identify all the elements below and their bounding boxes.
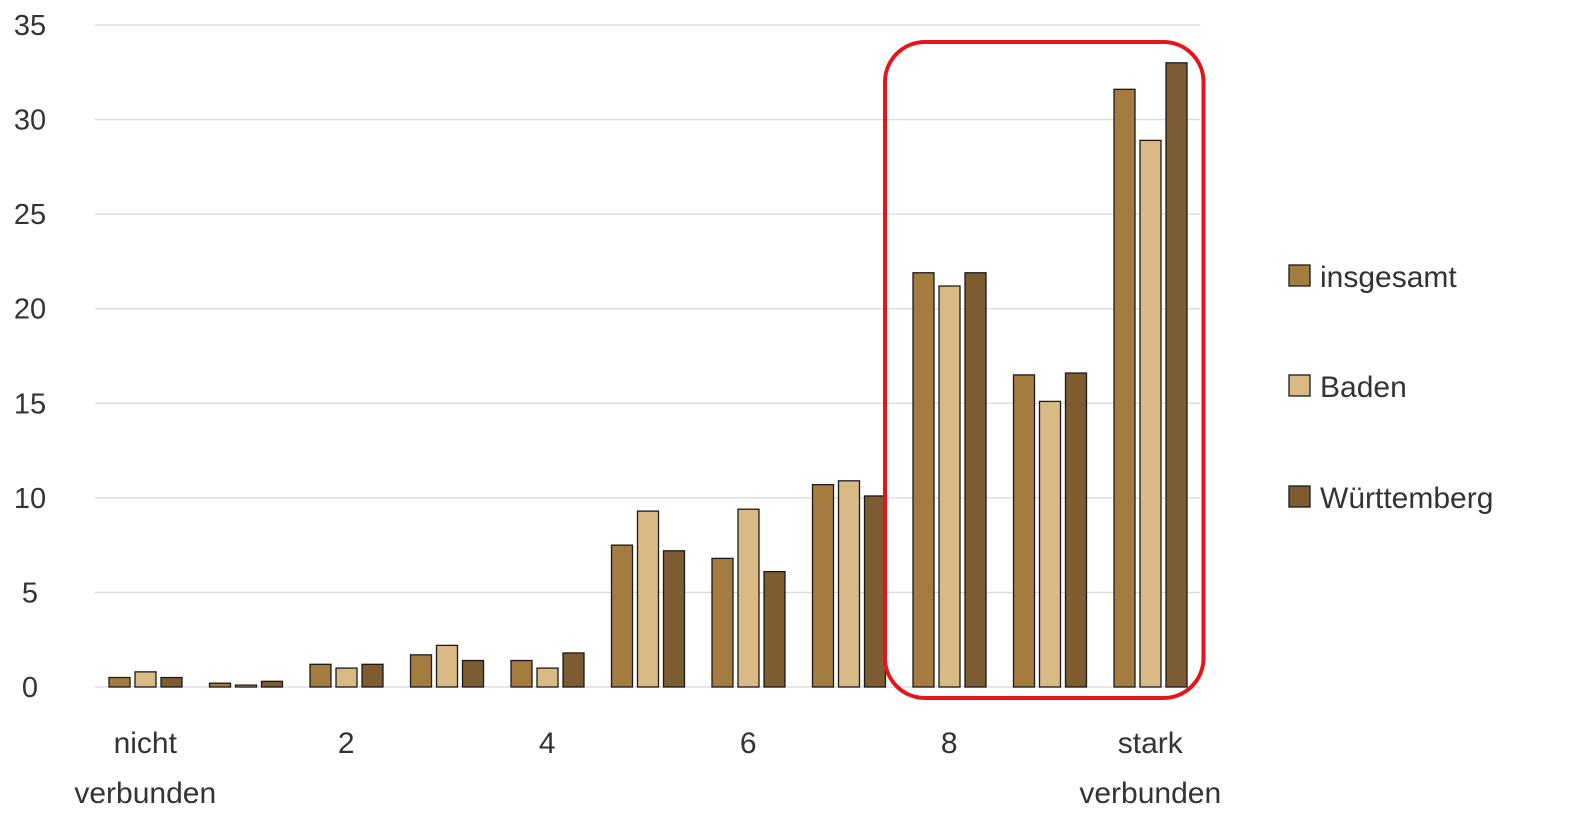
- bar-baden: [435, 644, 459, 688]
- bar-baden: [737, 508, 760, 688]
- bars: [108, 62, 1188, 688]
- bar-baden: [636, 510, 660, 688]
- bar-baden: [1139, 139, 1162, 688]
- bar-insgesamt: [510, 659, 533, 688]
- legend-label: insgesamt: [1320, 261, 1457, 294]
- x-tick-label: 2: [338, 727, 355, 760]
- legend: insgesamt Baden Württemberg: [1288, 261, 1493, 515]
- bar-baden: [938, 285, 961, 688]
- legend-swatch-württemberg: [1288, 485, 1311, 508]
- y-tick-label: 10: [14, 483, 46, 515]
- bar-württemberg: [662, 550, 686, 688]
- y-tick-label: 5: [22, 577, 38, 609]
- bar-insgesamt: [1012, 374, 1036, 688]
- bar-insgesamt: [811, 483, 835, 688]
- x-tick-label: 8: [941, 727, 958, 760]
- x-tick-label: 4: [539, 727, 556, 760]
- bar-baden: [1038, 400, 1062, 688]
- bar-württemberg: [863, 495, 887, 688]
- bar-insgesamt: [309, 663, 332, 688]
- bar-insgesamt: [711, 557, 734, 688]
- x-tick-label: 6: [740, 727, 757, 760]
- y-tick-label: 20: [14, 294, 46, 326]
- highlight-rectangle: [883, 40, 1206, 700]
- bar-insgesamt: [1113, 88, 1136, 688]
- y-tick-label: 35: [14, 10, 46, 42]
- x-axis: nicht verbunden 2 4 6 8 stark verbunden: [74, 727, 1221, 810]
- bar-insgesamt: [912, 272, 935, 688]
- bar-baden: [234, 684, 258, 688]
- y-tick-label: 0: [22, 672, 38, 704]
- bar-insgesamt: [108, 676, 131, 688]
- bar-württemberg: [763, 570, 786, 688]
- bar-insgesamt: [208, 682, 232, 688]
- x-tick-label: stark: [1118, 727, 1184, 760]
- legend-label: Baden: [1320, 371, 1407, 404]
- gridlines: [95, 24, 1200, 688]
- y-tick-label: 25: [14, 199, 46, 231]
- bar-württemberg: [361, 663, 384, 688]
- y-tick-label: 15: [14, 388, 46, 420]
- bar-baden: [536, 667, 559, 688]
- legend-swatch-baden: [1288, 374, 1311, 397]
- bar-insgesamt: [409, 654, 433, 688]
- highlight-box: [883, 40, 1206, 700]
- bar-württemberg: [160, 676, 183, 688]
- x-tick-label: nicht: [114, 727, 178, 760]
- bar-württemberg: [461, 659, 485, 688]
- legend-label: Württemberg: [1320, 482, 1493, 515]
- bar-baden: [134, 671, 157, 688]
- bar-württemberg: [1165, 62, 1188, 688]
- y-tick-label: 30: [14, 105, 46, 137]
- bar-württemberg: [260, 680, 284, 688]
- bar-württemberg: [562, 652, 585, 688]
- bar-insgesamt: [610, 544, 634, 688]
- bar-baden: [837, 480, 861, 688]
- bar-baden: [335, 667, 358, 688]
- legend-swatch-insgesamt: [1288, 264, 1311, 287]
- bar-württemberg: [1064, 372, 1088, 688]
- x-tick-label: verbunden: [74, 777, 216, 810]
- y-axis: 0 5 10 15 20 25 30 35: [14, 10, 46, 704]
- x-tick-label: verbunden: [1079, 777, 1221, 810]
- bar-württemberg: [964, 272, 987, 688]
